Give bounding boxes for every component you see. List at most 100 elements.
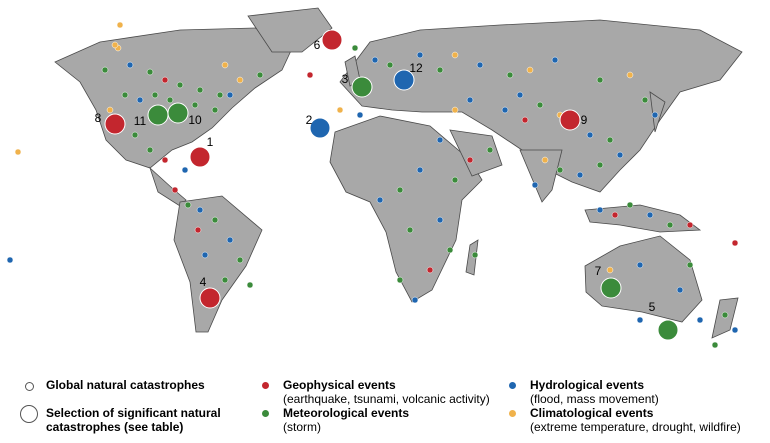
- event-dot: [611, 211, 619, 219]
- greenland: [247, 7, 333, 53]
- event-dot: [466, 156, 474, 164]
- significant-event-marker: [189, 146, 211, 168]
- event-dot: [466, 96, 474, 104]
- event-dot: [531, 181, 539, 189]
- event-dot: [386, 61, 394, 69]
- event-dot: [406, 226, 414, 234]
- event-label: 5: [649, 300, 656, 314]
- event-dot: [686, 261, 694, 269]
- event-dot: [336, 106, 344, 114]
- event-dot: [146, 146, 154, 154]
- event-dot: [451, 51, 459, 59]
- event-dot: [166, 96, 174, 104]
- event-dot: [171, 186, 179, 194]
- event-dot: [596, 76, 604, 84]
- legend-entry: Meteorological events (storm): [283, 406, 523, 434]
- event-dot: [216, 91, 224, 99]
- legend-swatch: [24, 381, 34, 391]
- event-dot: [506, 71, 514, 79]
- event-dots: [6, 21, 739, 349]
- event-dot: [176, 81, 184, 89]
- event-dot: [106, 106, 114, 114]
- event-dot: [521, 116, 529, 124]
- event-dot: [371, 56, 379, 64]
- event-dot: [221, 276, 229, 284]
- event-dot: [436, 66, 444, 74]
- event-dot: [501, 106, 509, 114]
- significant-event-marker: [393, 69, 415, 91]
- event-dot: [686, 221, 694, 229]
- event-dot: [666, 221, 674, 229]
- event-dot: [196, 206, 204, 214]
- legend-swatch: [20, 405, 38, 423]
- event-dot: [516, 91, 524, 99]
- event-dot: [236, 76, 244, 84]
- event-dot: [606, 136, 614, 144]
- significant-event-marker: [657, 319, 679, 341]
- event-label: 10: [188, 113, 202, 127]
- event-dot: [181, 166, 189, 174]
- event-dot: [211, 106, 219, 114]
- event-dot: [451, 176, 459, 184]
- madagascar: [465, 239, 479, 276]
- event-dot: [184, 201, 192, 209]
- south-america: [173, 195, 263, 333]
- legend-entry: Geophysical events (earthquake, tsunami, …: [283, 378, 523, 406]
- event-dot: [636, 316, 644, 324]
- significant-event-marker: [600, 277, 622, 299]
- legend-swatch: [508, 381, 516, 389]
- legend-subtitle: (earthquake, tsunami, volcanic activity): [283, 392, 490, 406]
- event-dot: [411, 296, 419, 304]
- legend-entry: Climatological events (extreme temperatur…: [530, 406, 770, 434]
- africa: [329, 115, 483, 303]
- event-dot: [721, 311, 729, 319]
- event-dot: [396, 276, 404, 284]
- event-label: 1: [207, 135, 214, 149]
- legend-title: Meteorological events: [283, 406, 410, 420]
- event-dot: [111, 41, 119, 49]
- event-dot: [586, 131, 594, 139]
- land: [54, 7, 743, 339]
- legend-title: Geophysical events: [283, 378, 396, 392]
- event-dot: [416, 51, 424, 59]
- event-label: 7: [595, 264, 602, 278]
- event-dot: [151, 91, 159, 99]
- legend-subtitle: (flood, mass movement): [530, 392, 659, 406]
- legend-entry: Hydrological events (flood, mass movement…: [530, 378, 770, 406]
- event-dot: [161, 76, 169, 84]
- legend-subtitle: (extreme temperature, drought, wildfire): [530, 420, 741, 434]
- legend-swatch: [261, 409, 269, 417]
- event-label: 12: [409, 61, 423, 75]
- event-dot: [641, 96, 649, 104]
- event-dot: [236, 256, 244, 264]
- legend-title: Global natural catastrophes: [46, 378, 205, 392]
- event-dot: [146, 68, 154, 76]
- legend-swatch: [261, 381, 269, 389]
- event-dot: [576, 171, 584, 179]
- event-dot: [194, 226, 202, 234]
- event-label: 8: [95, 111, 102, 125]
- significant-event-marker: [559, 109, 581, 131]
- event-dot: [471, 251, 479, 259]
- event-label: 6: [314, 38, 321, 52]
- legend-title: Hydrological events: [530, 378, 645, 392]
- significant-event-marker: [104, 113, 126, 135]
- event-dot: [731, 239, 739, 247]
- event-dot: [711, 341, 719, 349]
- event-label: 11: [134, 114, 147, 128]
- significant-event-marker: [351, 76, 373, 98]
- event-dot: [306, 71, 314, 79]
- event-dot: [226, 91, 234, 99]
- event-dot: [131, 131, 139, 139]
- legend-subtitle: (storm): [283, 420, 321, 434]
- event-dot: [211, 216, 219, 224]
- significant-event-marker: [309, 117, 331, 139]
- event-dot: [356, 111, 364, 119]
- event-dot: [6, 256, 14, 264]
- event-dot: [121, 91, 129, 99]
- legend-entry: Global natural catastrophes: [46, 378, 256, 392]
- event-dot: [556, 166, 564, 174]
- event-dot: [596, 206, 604, 214]
